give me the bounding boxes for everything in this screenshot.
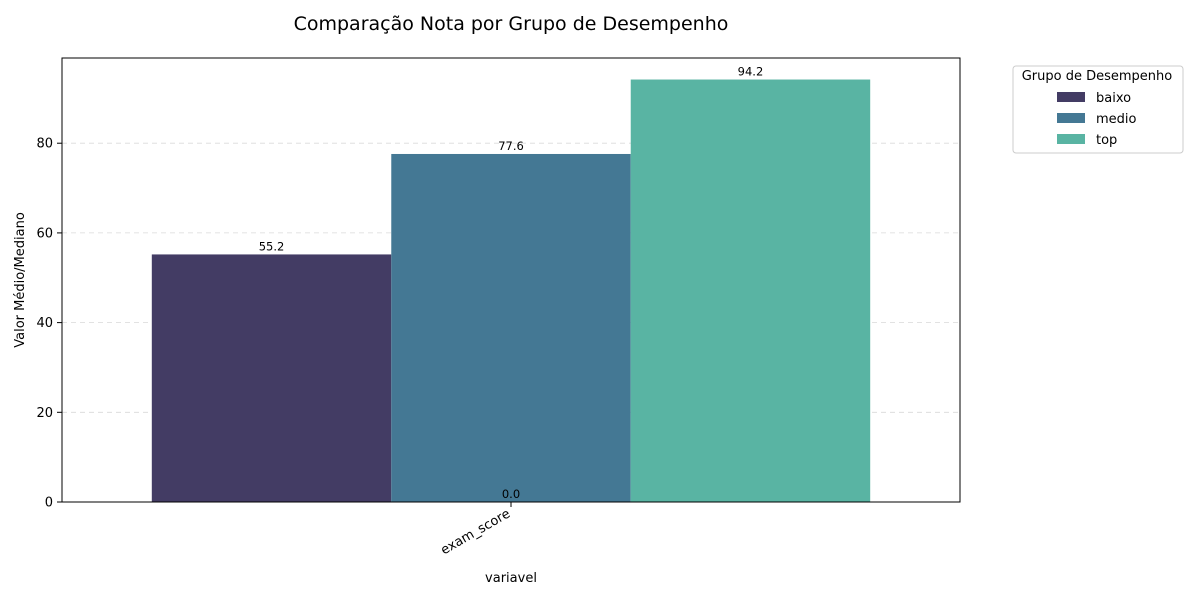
bar-baixo xyxy=(151,254,392,502)
x-tick-label: exam_score xyxy=(438,506,513,558)
legend-label-baixo: baixo xyxy=(1096,91,1131,106)
y-tick-label: 60 xyxy=(36,226,53,241)
zero-data-label: 0.0 xyxy=(502,487,520,501)
y-tick-label: 40 xyxy=(36,316,53,331)
data-label-medio: 77.6 xyxy=(498,139,524,153)
legend-box xyxy=(1012,65,1184,154)
legend-label-top: top xyxy=(1096,133,1117,148)
legend-swatch-medio xyxy=(1057,113,1085,123)
bar-medio xyxy=(391,153,631,502)
bar-top xyxy=(630,79,871,502)
y-axis-label: Valor Médio/Mediano xyxy=(13,212,28,348)
bars xyxy=(151,79,871,502)
y-tick-label: 80 xyxy=(36,137,53,152)
y-tick-label: 20 xyxy=(36,406,53,421)
chart-title: Comparação Nota por Grupo de Desempenho xyxy=(294,13,729,35)
data-label-top: 94.2 xyxy=(738,65,764,79)
legend-swatch-baixo xyxy=(1057,92,1085,102)
legend-title: Grupo de Desempenho xyxy=(1022,69,1173,84)
x-axis-ticks: exam_score xyxy=(438,502,513,558)
legend-swatch-top xyxy=(1057,134,1085,144)
legend-items: baixo medio top xyxy=(1057,91,1137,148)
x-axis-label: variavel xyxy=(485,571,537,586)
legend: Grupo de Desempenho baixo medio top xyxy=(1012,65,1184,154)
data-label-baixo: 55.2 xyxy=(259,239,285,253)
data-labels: 55.2 77.6 94.2 0.0 xyxy=(259,65,764,501)
y-axis-ticks: 0 20 40 60 80 xyxy=(36,137,62,511)
legend-label-medio: medio xyxy=(1096,112,1137,127)
y-tick-label: 0 xyxy=(45,496,53,511)
